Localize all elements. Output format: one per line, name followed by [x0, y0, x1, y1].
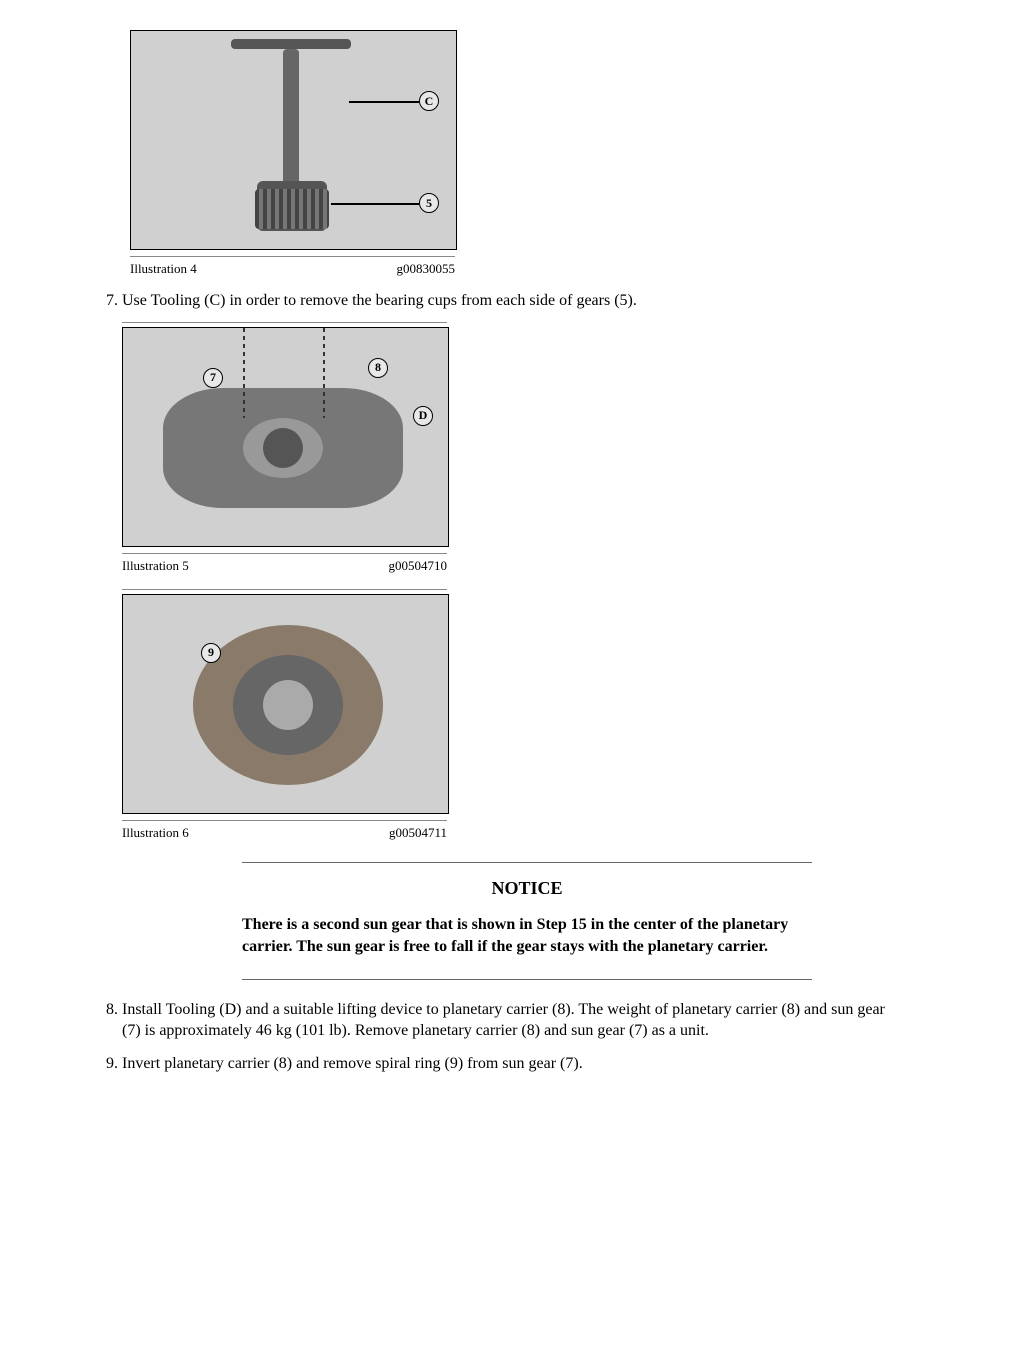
- divider: [122, 553, 447, 554]
- illustration-label: Illustration 4: [130, 261, 197, 277]
- illustration-4-image: C 5: [130, 30, 457, 250]
- callout-c: C: [419, 91, 439, 111]
- step-7-text: Use Tooling (C) in order to remove the b…: [122, 292, 637, 309]
- notice-title: NOTICE: [242, 877, 812, 900]
- illustration-6-block: 9 Illustration 6 g00504711: [122, 589, 904, 842]
- step-7: Use Tooling (C) in order to remove the b…: [122, 291, 904, 980]
- illustration-code: g00830055: [397, 261, 456, 277]
- step-list-8-9: Install Tooling (D) and a suitable lifti…: [100, 1000, 904, 1074]
- illustration-label: Illustration 6: [122, 825, 189, 842]
- illustration-code: g00504711: [389, 825, 447, 842]
- step-8: Install Tooling (D) and a suitable lifti…: [122, 1000, 904, 1042]
- callout-5: 5: [419, 193, 439, 213]
- illustration-4-block: C 5 Illustration 4 g00830055: [130, 30, 964, 277]
- illustration-4-caption: Illustration 4 g00830055: [130, 261, 455, 277]
- callout-d: D: [413, 406, 433, 426]
- illustration-5-image: 7 8 D: [122, 327, 449, 547]
- illustration-label: Illustration 5: [122, 558, 189, 575]
- illustration-5-block: 7 8 D Illustration 5 g00504710: [122, 322, 904, 575]
- callout-9: 9: [201, 643, 221, 663]
- callout-7: 7: [203, 368, 223, 388]
- step-8-text: Install Tooling (D) and a suitable lifti…: [122, 1001, 885, 1039]
- illustration-6-image: 9: [122, 594, 449, 814]
- step-list-7: Use Tooling (C) in order to remove the b…: [100, 291, 904, 980]
- callout-8: 8: [368, 358, 388, 378]
- illustration-code: g00504710: [389, 558, 448, 575]
- step-9: Invert planetary carrier (8) and remove …: [122, 1054, 904, 1075]
- illustration-6-caption: Illustration 6 g00504711: [122, 825, 447, 842]
- notice-body: There is a second sun gear that is shown…: [242, 914, 812, 957]
- divider: [130, 256, 455, 257]
- step-9-text: Invert planetary carrier (8) and remove …: [122, 1055, 583, 1072]
- notice-block: NOTICE There is a second sun gear that i…: [242, 862, 812, 981]
- divider: [122, 589, 447, 590]
- divider: [242, 979, 812, 980]
- divider: [122, 820, 447, 821]
- divider: [242, 862, 812, 863]
- illustration-5-caption: Illustration 5 g00504710: [122, 558, 447, 575]
- divider: [122, 322, 447, 323]
